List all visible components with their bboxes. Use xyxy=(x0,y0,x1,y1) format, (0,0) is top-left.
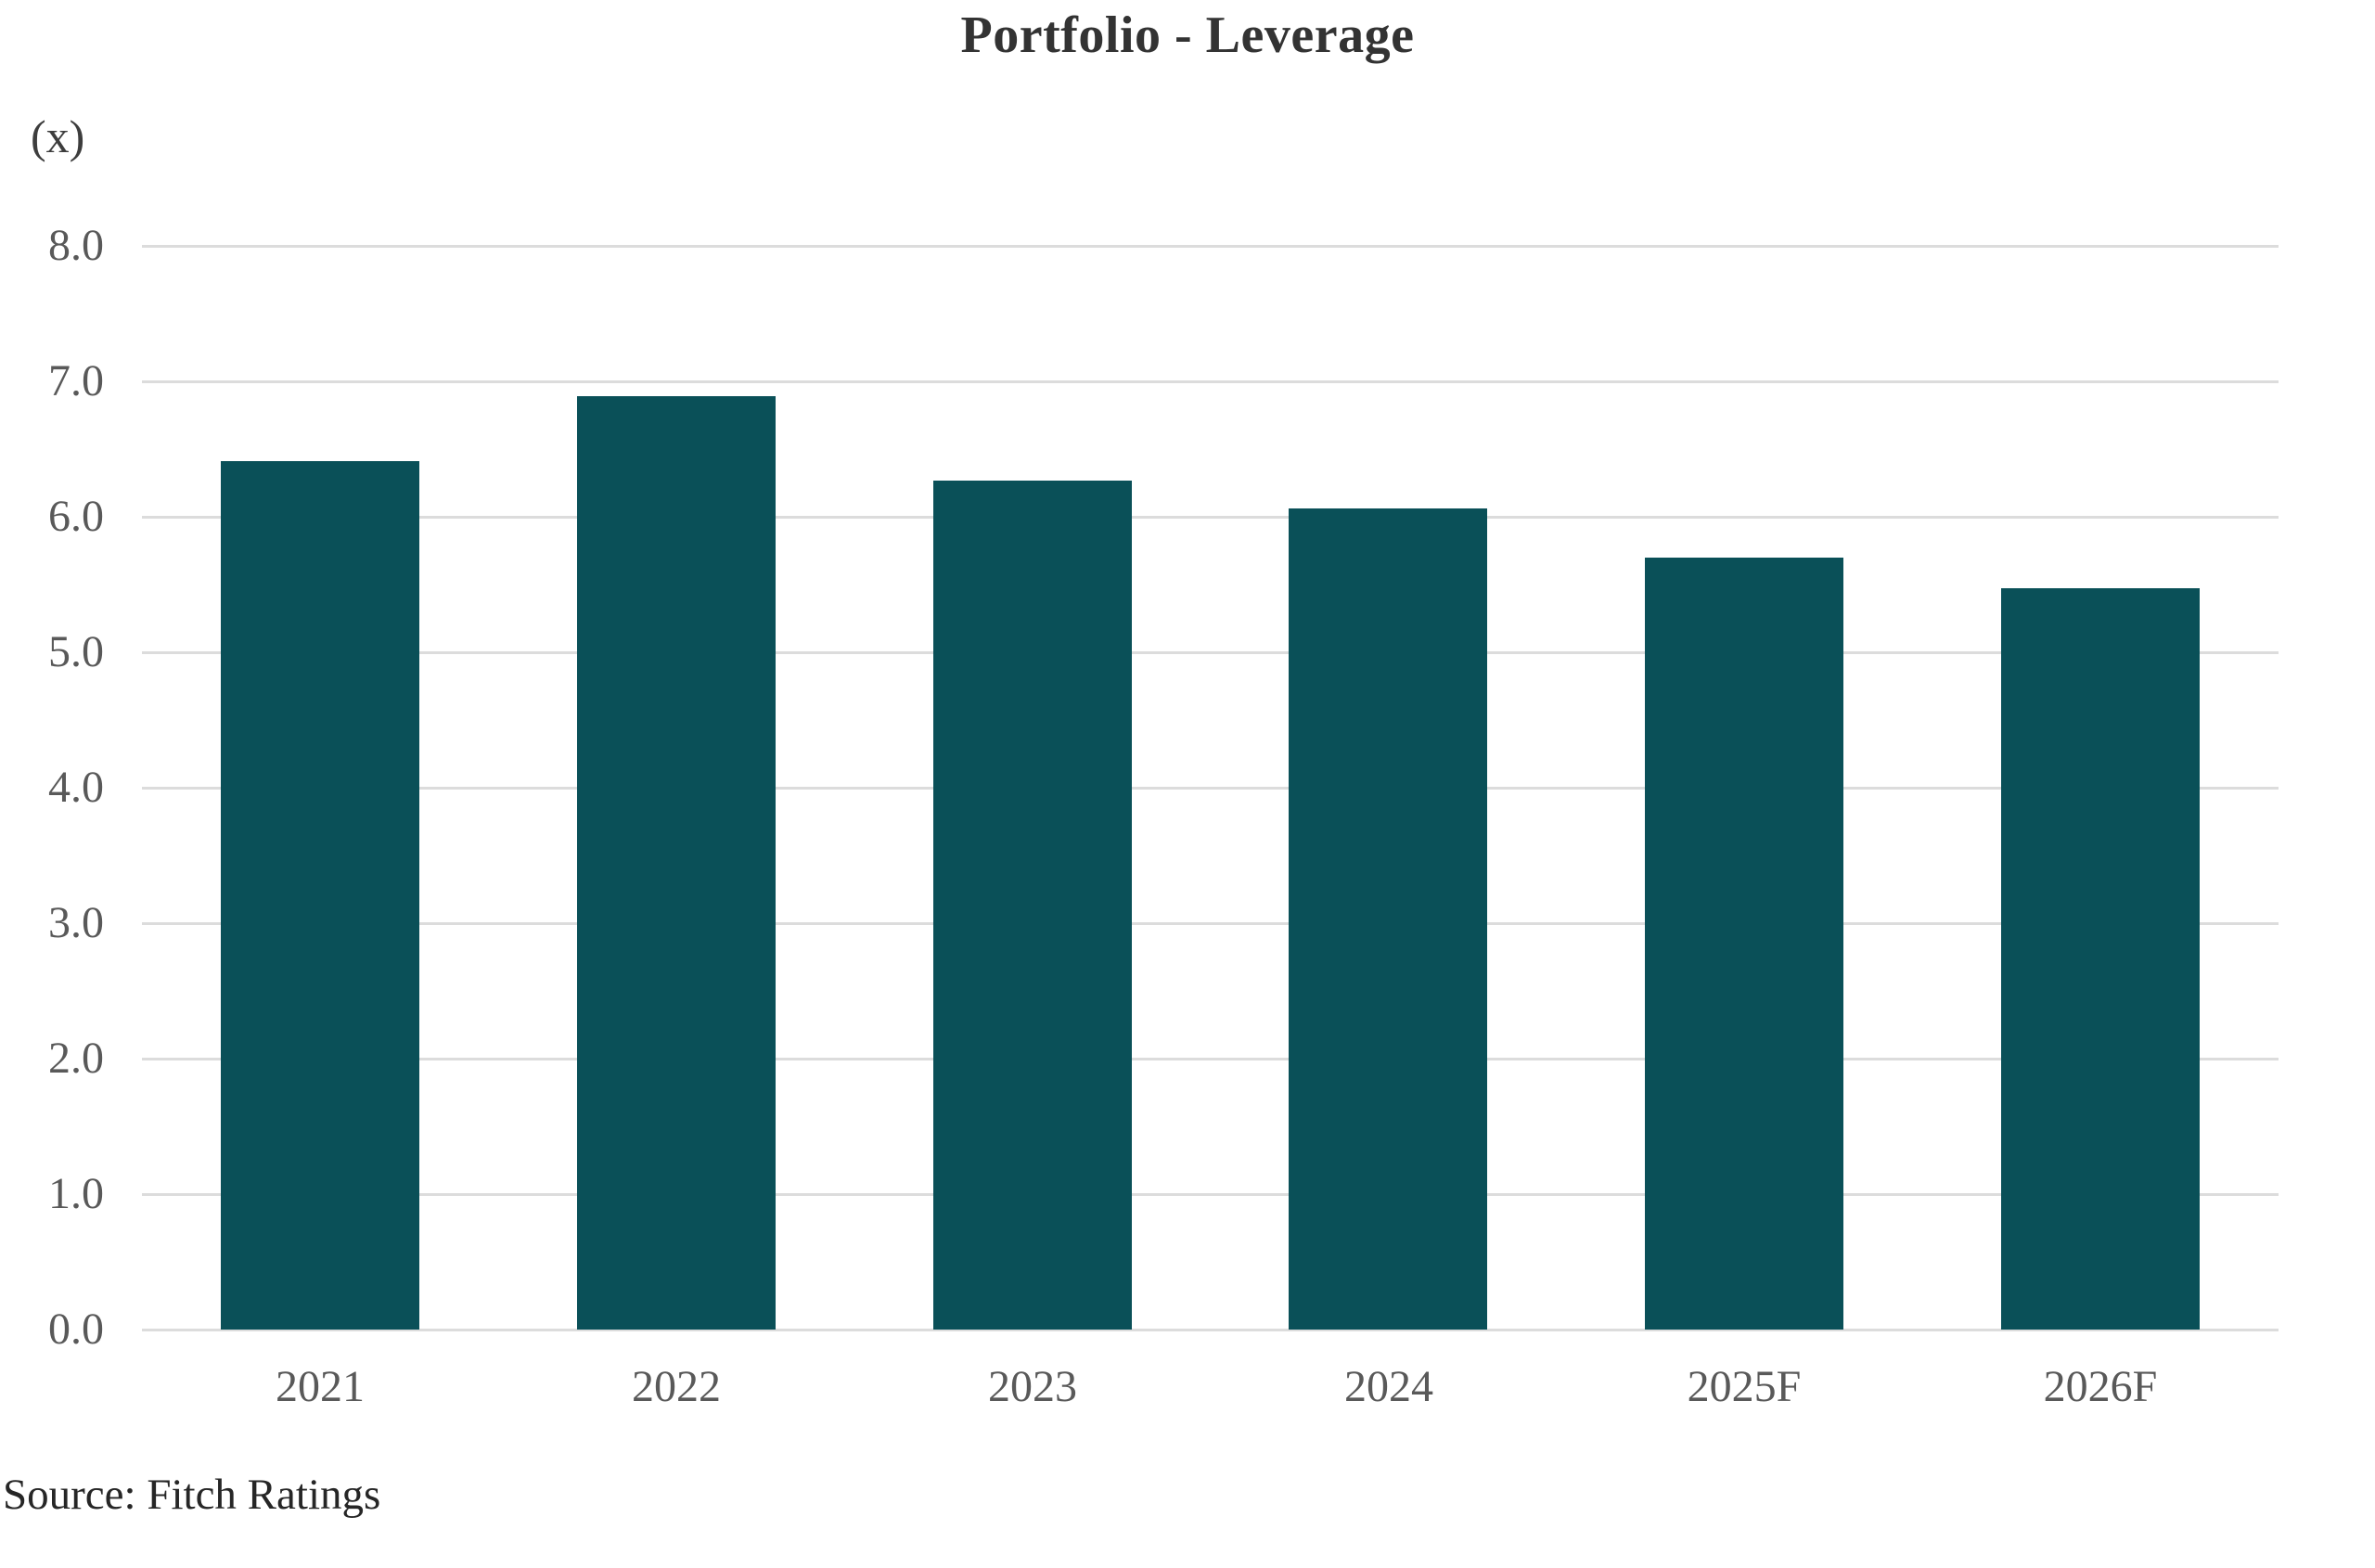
x-axis-tick-label: 2022 xyxy=(632,1362,721,1411)
source-note: Source: Fitch Ratings xyxy=(3,1471,381,1519)
gridline xyxy=(142,380,2279,383)
y-axis-tick-label: 2.0 xyxy=(48,1034,104,1083)
bar-2022 xyxy=(577,396,776,1330)
gridline xyxy=(142,1058,2279,1060)
bar-2023 xyxy=(933,481,1132,1330)
y-axis-tick-label: 7.0 xyxy=(48,356,104,405)
y-axis-unit-label: (x) xyxy=(31,110,85,162)
gridline xyxy=(142,245,2279,248)
y-axis-tick-label: 3.0 xyxy=(48,898,104,947)
y-axis-tick-label: 5.0 xyxy=(48,627,104,676)
y-axis-tick-label: 1.0 xyxy=(48,1169,104,1218)
gridline xyxy=(142,1193,2279,1196)
gridline xyxy=(142,516,2279,519)
gridline xyxy=(142,1329,2279,1331)
gridline xyxy=(142,922,2279,925)
y-axis-tick-label: 4.0 xyxy=(48,763,104,812)
x-axis-tick-label: 2026F xyxy=(2043,1362,2158,1411)
bar-2026F xyxy=(2001,588,2200,1330)
bar-2021 xyxy=(221,461,419,1330)
gridline xyxy=(142,651,2279,654)
bar-2024 xyxy=(1289,508,1487,1330)
y-axis-tick-label: 6.0 xyxy=(48,492,104,541)
gridline xyxy=(142,787,2279,790)
y-axis-tick-label: 8.0 xyxy=(48,221,104,270)
x-axis-tick-label: 2025F xyxy=(1687,1362,1802,1411)
x-axis-tick-label: 2024 xyxy=(1344,1362,1433,1411)
chart-title: Portfolio - Leverage xyxy=(960,6,1415,64)
x-axis-tick-label: 2023 xyxy=(988,1362,1077,1411)
bar-2025F xyxy=(1645,558,1843,1330)
y-axis-tick-label: 0.0 xyxy=(48,1305,104,1354)
x-axis-tick-label: 2021 xyxy=(276,1362,365,1411)
